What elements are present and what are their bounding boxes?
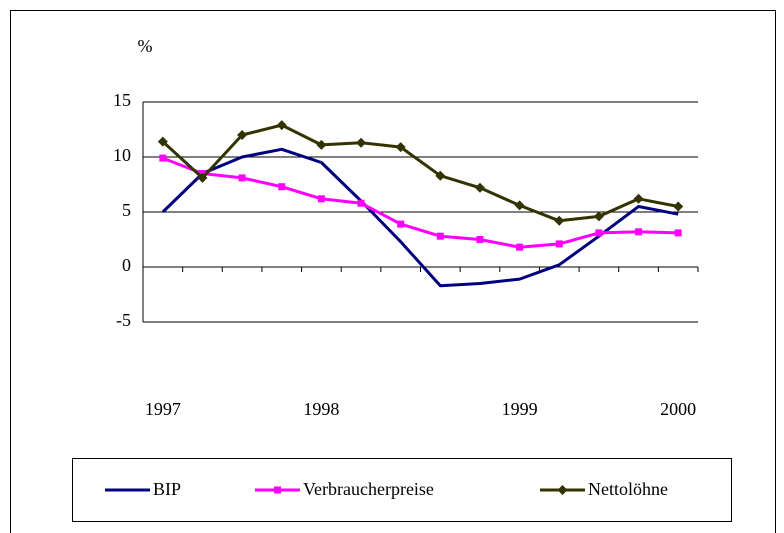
series-line	[161, 147, 679, 288]
point	[633, 193, 644, 204]
point	[595, 229, 603, 237]
point	[593, 211, 604, 222]
point	[674, 229, 682, 237]
y-tick-label: 0	[122, 255, 131, 275]
point	[436, 232, 444, 240]
point	[474, 182, 485, 193]
point	[316, 139, 327, 150]
point	[673, 201, 684, 212]
point	[356, 137, 367, 148]
x-tick-label: 1997	[145, 399, 181, 419]
legend-marker	[557, 485, 568, 495]
legend-marker	[274, 486, 281, 494]
chart-frame	[10, 10, 776, 533]
point	[516, 243, 524, 251]
point	[476, 236, 484, 243]
point	[514, 200, 525, 211]
point	[435, 170, 446, 181]
legend-frame	[72, 458, 732, 522]
point	[157, 136, 168, 147]
y-tick-label: 10	[113, 145, 131, 165]
point	[555, 240, 563, 248]
y-tick-label: -5	[116, 310, 131, 330]
series-line	[161, 123, 679, 223]
point	[159, 154, 167, 162]
point	[238, 174, 246, 182]
y-unit: %	[138, 36, 153, 56]
point	[635, 228, 643, 236]
series-line	[162, 156, 679, 249]
point	[317, 195, 325, 203]
y-tick-label: 5	[122, 200, 131, 220]
x-tick-label: 2000	[660, 399, 696, 419]
point	[397, 220, 405, 228]
point	[278, 183, 286, 191]
y-tick-label: 15	[113, 90, 131, 110]
point	[395, 142, 406, 153]
x-tick-label: 1998	[303, 399, 339, 419]
point	[197, 172, 208, 183]
point	[357, 199, 365, 207]
point	[237, 130, 248, 140]
point	[554, 215, 565, 226]
x-tick-label: 1999	[502, 399, 538, 419]
point	[276, 120, 287, 131]
legend-label: BIP	[153, 479, 181, 499]
legend-label: Nettolöhne	[588, 479, 668, 499]
legend-label: Verbraucherpreise	[303, 479, 434, 499]
